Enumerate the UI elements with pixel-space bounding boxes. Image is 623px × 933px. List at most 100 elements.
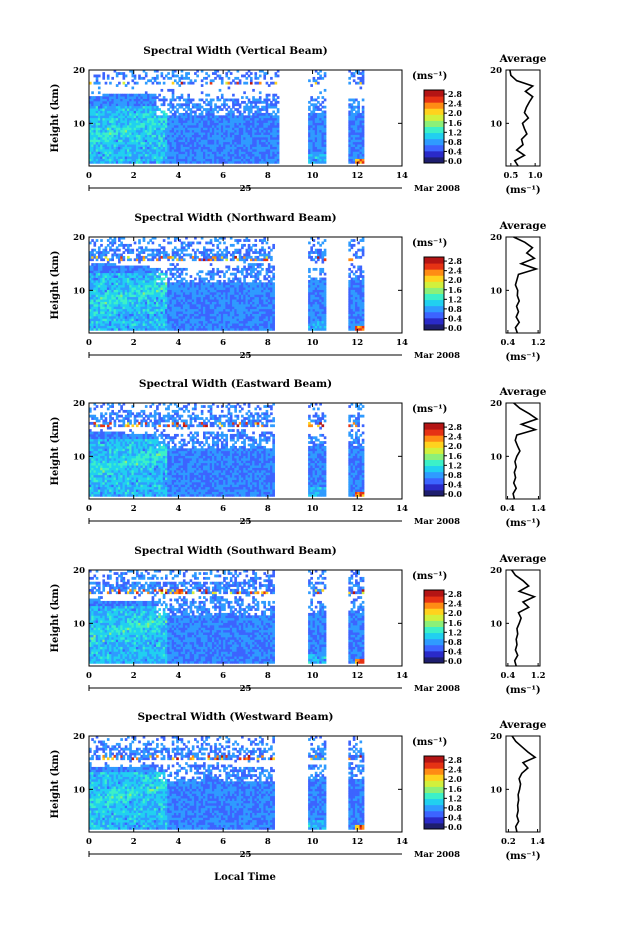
heatmap-cell xyxy=(163,239,166,242)
heatmap-cell xyxy=(362,137,365,140)
heatmap-cell xyxy=(324,130,327,133)
heatmap-cell xyxy=(190,254,193,257)
heatmap-cell xyxy=(223,106,226,109)
heatmap-cell xyxy=(172,96,175,99)
heatmap-cell xyxy=(199,242,202,245)
heatmap-cell xyxy=(109,82,112,85)
heatmap-cell xyxy=(277,111,280,114)
y-tick-label: 20 xyxy=(73,66,85,76)
heatmap-cell xyxy=(252,89,255,92)
heatmap-cell xyxy=(98,246,101,249)
heatmap-cell xyxy=(237,77,240,80)
heatmap-cell xyxy=(145,256,148,259)
x-tick-label: 10 xyxy=(307,171,319,181)
heatmap-cell xyxy=(125,75,128,78)
heatmap-cell xyxy=(277,147,280,150)
heatmap-cell xyxy=(351,103,354,106)
heatmap-cell xyxy=(181,280,184,283)
heatmap-cell xyxy=(268,84,271,87)
heatmap-cell xyxy=(362,159,365,162)
heatmap-cell xyxy=(174,266,177,269)
heatmap-cell xyxy=(310,84,313,87)
heatmap-cell xyxy=(317,96,320,99)
heatmap-cell xyxy=(199,275,202,278)
heatmap-cell xyxy=(199,103,202,106)
heatmap-cell xyxy=(225,108,228,111)
heatmap-cell xyxy=(362,75,365,78)
heatmap-cell xyxy=(322,101,325,104)
heatmap-cell xyxy=(127,256,130,259)
heatmap-cell xyxy=(98,87,101,90)
heatmap-cell xyxy=(163,278,166,281)
heatmap-cell xyxy=(257,77,260,80)
heatmap-cell xyxy=(225,258,228,261)
heatmap-cell xyxy=(165,75,168,78)
heatmap-cell xyxy=(154,79,157,82)
heatmap-cell xyxy=(190,113,193,116)
heatmap-cell xyxy=(216,246,219,249)
heatmap-cell xyxy=(176,111,179,114)
heatmap-cell xyxy=(91,251,94,254)
heatmap-cell xyxy=(192,99,195,102)
heatmap-cell xyxy=(324,127,327,130)
heatmap-cell xyxy=(207,94,210,97)
heatmap-cell xyxy=(120,254,123,257)
heatmap-cell xyxy=(91,258,94,261)
heatmap-cell xyxy=(207,75,210,78)
colorbar-tick-label: 2.0 xyxy=(448,108,462,118)
heatmap-cell xyxy=(154,99,157,102)
heatmap-cell xyxy=(362,147,365,150)
heatmap-cell xyxy=(324,132,327,135)
heatmap-cell xyxy=(277,149,280,152)
heatmap-cell xyxy=(275,72,278,75)
heatmap-cell xyxy=(187,246,190,249)
heatmap-cell xyxy=(216,251,219,254)
heatmap-cell xyxy=(207,280,210,283)
heatmap-cell xyxy=(152,251,155,254)
heatmap-cell xyxy=(216,268,219,271)
heatmap-cell xyxy=(266,82,269,85)
heatmap-cell xyxy=(187,94,190,97)
profile-y-tick-label: 20 xyxy=(490,66,502,76)
colorbar-swatch xyxy=(424,127,444,134)
heatmap-cell xyxy=(230,72,233,75)
heatmap-cell xyxy=(216,96,219,99)
heatmap-cell xyxy=(163,249,166,252)
heatmap-cell xyxy=(223,242,226,245)
heatmap-cell xyxy=(185,280,188,283)
heatmap-cell xyxy=(324,89,327,92)
heatmap-cell xyxy=(167,258,170,261)
heatmap-cell xyxy=(138,261,141,264)
heatmap-cell xyxy=(239,103,242,106)
heatmap-cell xyxy=(277,154,280,157)
heatmap-cell xyxy=(277,108,280,111)
heatmap-cell xyxy=(96,239,99,242)
heatmap-cell xyxy=(324,123,327,126)
heatmap-cells xyxy=(89,237,364,331)
heatmap-cell xyxy=(223,275,226,278)
heatmap-cell xyxy=(214,108,217,111)
heatmap-cell xyxy=(250,82,253,85)
heatmap-cell xyxy=(194,278,197,281)
heatmap-cell xyxy=(111,244,114,247)
heatmap-cell xyxy=(167,72,170,75)
heatmap-cell xyxy=(362,149,365,152)
heatmap-cell xyxy=(237,108,240,111)
heatmap-cell xyxy=(353,101,356,104)
heatmap-cell xyxy=(129,258,132,261)
heatmap-cell xyxy=(185,273,188,276)
heatmap-cell xyxy=(116,84,119,87)
heatmap-cell xyxy=(241,113,244,116)
heatmap-cell xyxy=(239,278,242,281)
heatmap-cell xyxy=(214,77,217,80)
heatmap-cell xyxy=(216,239,219,242)
heatmap-cell xyxy=(181,256,184,259)
heatmap-cell xyxy=(277,118,280,121)
heatmap-cell xyxy=(362,118,365,121)
heatmap-cell xyxy=(362,123,365,126)
heatmap-cell xyxy=(185,268,188,271)
x-tick-label: 8 xyxy=(265,171,271,181)
heatmap-cell xyxy=(248,75,251,78)
heatmap-cell xyxy=(158,268,161,271)
heatmap-cell xyxy=(161,270,164,273)
